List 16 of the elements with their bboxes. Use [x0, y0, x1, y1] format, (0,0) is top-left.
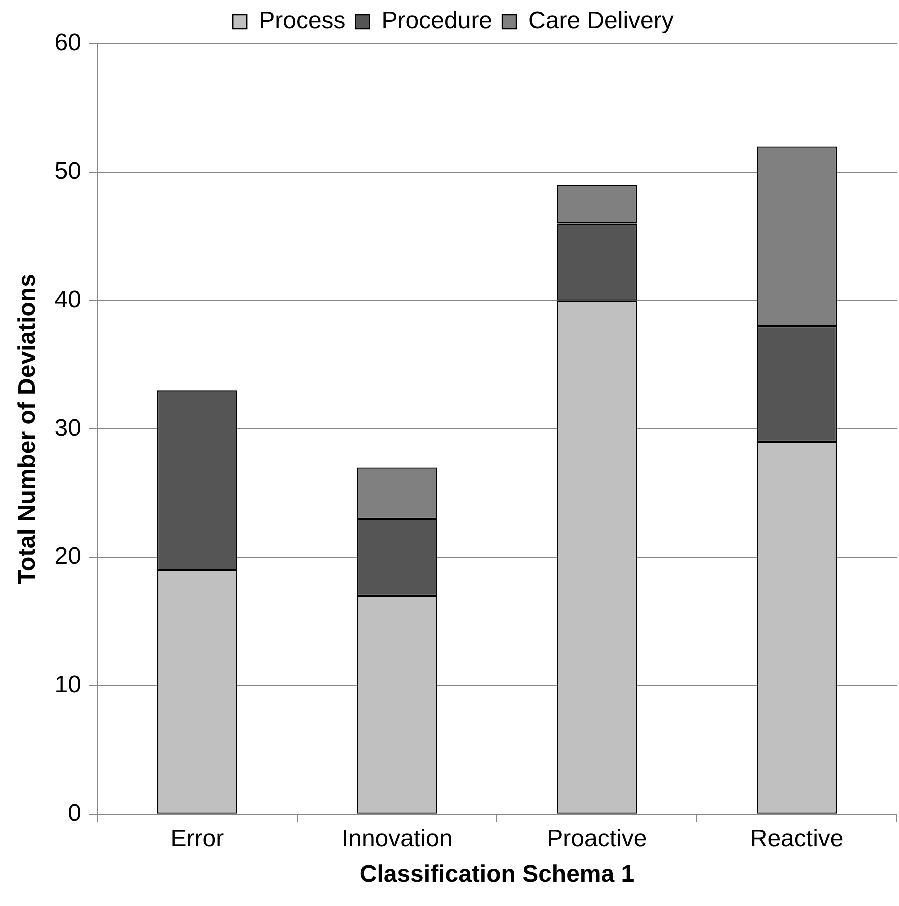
legend-label: Process: [259, 8, 346, 35]
y-axis-title: Total Number of Deviations: [14, 274, 42, 584]
x-tick-label: Proactive: [547, 825, 648, 852]
y-tick-label: 40: [54, 286, 82, 314]
x-tick-label: Error: [170, 825, 224, 852]
y-tick-label: 50: [54, 158, 82, 186]
x-axis-title: Classification Schema 1: [360, 861, 635, 888]
legend-label: Care Delivery: [528, 8, 674, 35]
legend-label: Procedure: [382, 8, 493, 35]
x-tick-label: Innovation: [342, 825, 453, 852]
x-tick-label: Reactive: [750, 825, 844, 852]
y-tick-label: 10: [54, 672, 82, 699]
y-tick-label: 60: [54, 30, 82, 57]
y-tick-label: 30: [54, 414, 82, 442]
y-tick-label: 20: [54, 543, 82, 570]
y-tick-label: 0: [68, 800, 82, 828]
